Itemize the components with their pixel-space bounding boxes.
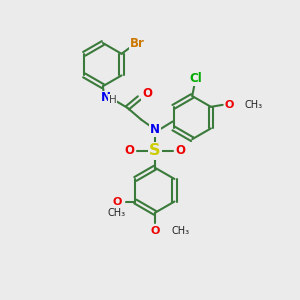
Text: O: O (176, 145, 185, 158)
Text: N: N (101, 92, 111, 104)
Text: CH₃: CH₃ (244, 100, 262, 110)
Text: S: S (149, 143, 161, 158)
Text: H: H (109, 95, 117, 105)
Text: O: O (142, 87, 152, 100)
Text: O: O (112, 196, 122, 206)
Text: CH₃: CH₃ (172, 226, 190, 236)
Text: N: N (150, 123, 160, 136)
Text: O: O (225, 100, 234, 110)
Text: Cl: Cl (190, 72, 203, 85)
Text: Br: Br (130, 38, 145, 50)
Text: CH₃: CH₃ (108, 208, 126, 218)
Text: O: O (124, 145, 134, 158)
Text: O: O (150, 226, 160, 236)
